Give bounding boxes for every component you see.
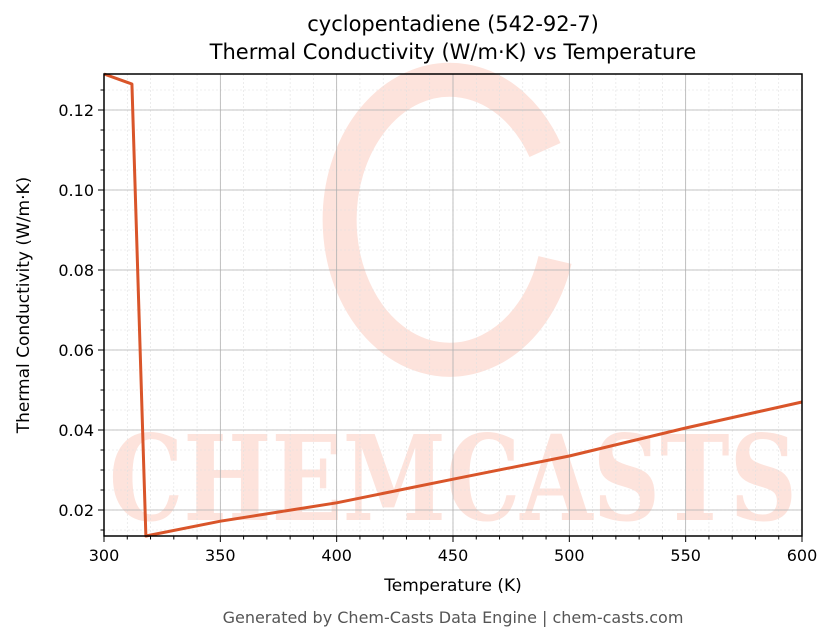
x-tick-label: 450 (438, 546, 469, 565)
y-tick-label: 0.10 (58, 181, 94, 200)
footer-credit: Generated by Chem-Casts Data Engine | ch… (222, 608, 684, 627)
y-tick-label: 0.08 (58, 261, 94, 280)
y-tick-label: 0.02 (58, 501, 94, 520)
y-axis-label: Thermal Conductivity (W/m·K) (14, 176, 34, 434)
x-tick-label: 550 (670, 546, 701, 565)
x-axis-label: Temperature (K) (384, 576, 522, 596)
x-tick-label: 350 (205, 546, 236, 565)
data-line (103, 72, 803, 538)
watermark-logo-icon (322, 62, 572, 377)
y-tick-label: 0.04 (58, 421, 94, 440)
chart-title-line2: Thermal Conductivity (W/m·K) vs Temperat… (209, 40, 697, 64)
y-tick-label: 0.12 (58, 101, 94, 120)
x-tick-label: 400 (321, 546, 352, 565)
x-tick-label: 600 (787, 546, 818, 565)
x-tick-label: 500 (554, 546, 585, 565)
x-tick-label: 300 (89, 546, 120, 565)
chart-title-line1: cyclopentadiene (542-92-7) (307, 12, 599, 36)
y-tick-label: 0.06 (58, 341, 94, 360)
